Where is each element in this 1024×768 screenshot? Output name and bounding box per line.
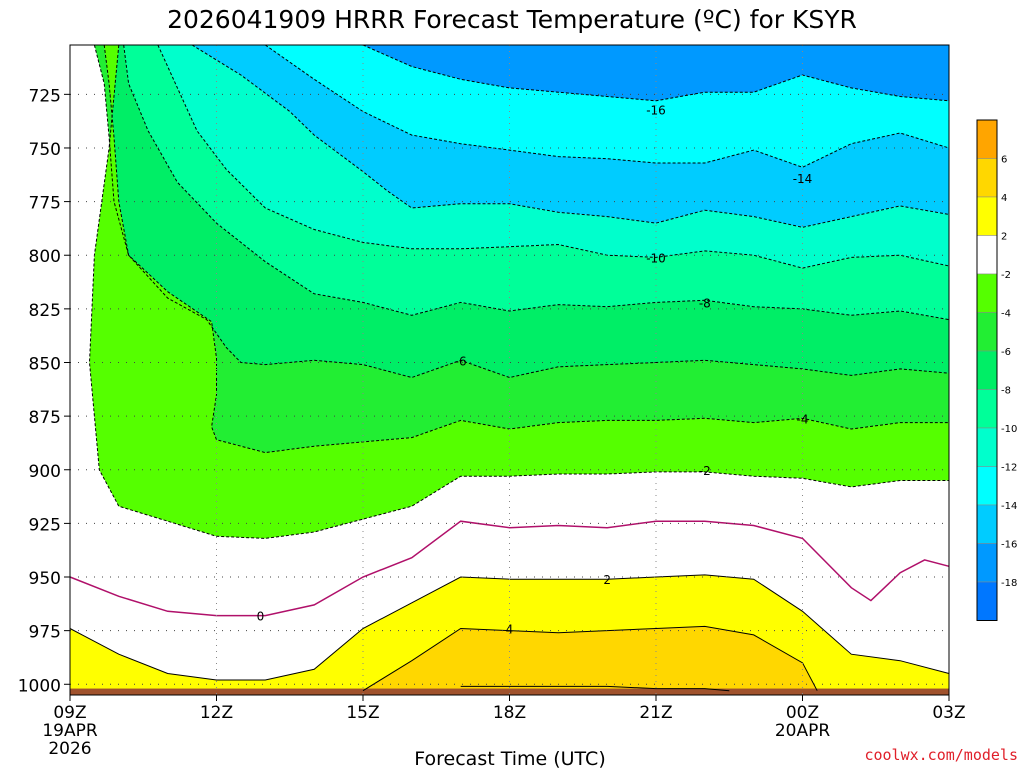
fill-region — [363, 45, 949, 101]
plot-area: -16 -14 -10 -8 -6 -4 -2 0 2 4 — [69, 44, 950, 696]
y-tick-label: 975 — [29, 623, 61, 643]
colorbar-segment — [976, 389, 998, 429]
fill-region — [104, 45, 949, 453]
contour-label: -16 — [646, 103, 666, 117]
colorbar-segment — [976, 543, 998, 583]
colorbar-label: -16 — [1001, 540, 1017, 551]
contour-line--4 — [103, 44, 949, 454]
x-axis-label: Forecast Time (UTC) — [414, 748, 605, 768]
contour-label: 0 — [257, 610, 265, 624]
contour-line--16 — [362, 44, 950, 102]
colorbar-label: -2 — [1001, 270, 1011, 281]
contour-label: -8 — [699, 296, 711, 310]
y-tick-label: 925 — [29, 515, 61, 535]
y-tick-label: 850 — [29, 354, 61, 374]
contour-line--10 — [157, 44, 950, 269]
contour-label: 4 — [506, 622, 514, 636]
fill-region — [89, 45, 949, 539]
contour-label: -6 — [455, 354, 467, 368]
x-tick-sublabel: 19APR — [42, 721, 98, 741]
y-tick-label: 875 — [29, 408, 61, 428]
x-tick-label: 03Z — [932, 703, 965, 723]
ground-layer — [70, 688, 949, 695]
y-tick-label: 950 — [29, 569, 61, 589]
colorbar-segment — [976, 466, 998, 506]
contour-line--6 — [93, 44, 950, 379]
colorbar-label: 4 — [1001, 193, 1007, 204]
colorbar-label: -14 — [1001, 501, 1017, 512]
x-tick-label: 15Z — [346, 703, 379, 723]
colorbar-label: -6 — [1001, 347, 1011, 358]
x-tick-label: 12Z — [200, 703, 233, 723]
fill-region — [157, 45, 949, 269]
colorbar-segment — [976, 119, 998, 159]
colorbar-label: 2 — [1001, 232, 1007, 243]
contour-line-4 — [362, 625, 818, 692]
x-tick-sublabel: 2026 — [48, 739, 91, 759]
contour-label: -10 — [646, 251, 666, 265]
y-tick-label: 750 — [29, 140, 61, 160]
y-tick-label: 900 — [29, 462, 61, 482]
x-tick-label: 00Z — [786, 703, 819, 723]
colorbar-label: -8 — [1001, 386, 1011, 397]
colorbar-segment — [976, 312, 998, 352]
contour-label: -2 — [699, 464, 711, 478]
contour-line-0 — [69, 520, 950, 617]
contour-line-6 — [460, 685, 730, 692]
y-axis: 725 750 775 800 825 850 875 900 925 950 975 1000 — [18, 86, 70, 696]
chart-title: 2026041909 HRRR Forecast Temperature (ºC… — [167, 5, 857, 34]
x-tick-label: 21Z — [639, 703, 672, 723]
contour-labels: -16 -14 -10 -8 -6 -4 -2 0 2 4 — [257, 103, 813, 636]
colorbar-segment — [976, 504, 998, 544]
x-tick-label: 09Z — [53, 703, 86, 723]
x-tick-label: 18Z — [493, 703, 526, 723]
y-tick-label: 1000 — [18, 676, 61, 696]
colorbar-frame — [976, 119, 998, 621]
contour-label: 2 — [603, 573, 611, 587]
y-tick-label: 725 — [29, 86, 61, 106]
colorbar-label: -18 — [1001, 578, 1017, 589]
colorbar-segment — [976, 196, 998, 236]
contour-line--12 — [191, 44, 950, 228]
fill-region — [94, 45, 949, 453]
ground-band — [70, 688, 949, 695]
y-tick-label: 800 — [29, 247, 61, 267]
colorbar-segment — [976, 273, 998, 313]
colorbar-label: -4 — [1001, 309, 1011, 320]
colorbar-segment — [976, 158, 998, 198]
y-tick-label: 825 — [29, 301, 61, 321]
contour-label: -14 — [793, 172, 813, 186]
colorbar-label: 6 — [1001, 155, 1007, 166]
contour-label: -4 — [797, 412, 809, 426]
temperature-fills — [70, 45, 950, 695]
fill-region — [123, 45, 949, 320]
colorbar-label: -12 — [1001, 463, 1017, 474]
contour-line--14 — [265, 44, 950, 168]
colorbar-segment — [976, 581, 998, 621]
contour-line--8 — [123, 44, 950, 321]
grid-lines — [70, 45, 949, 695]
colorbar-segment — [976, 235, 998, 275]
y-tick-label: 775 — [29, 194, 61, 214]
colorbar: 6 4 2 -2 -4 -6 -8 -10 -12 -14 -16 -18 — [976, 119, 1017, 621]
colorbar-segment — [976, 350, 998, 390]
contour-lines — [69, 44, 950, 692]
fill-region — [363, 626, 818, 691]
x-tick-sublabel: 20APR — [775, 721, 831, 741]
credit-text: coolwx.com/models — [864, 746, 1018, 764]
colorbar-segment — [976, 427, 998, 467]
colorbar-label: -10 — [1001, 424, 1017, 435]
